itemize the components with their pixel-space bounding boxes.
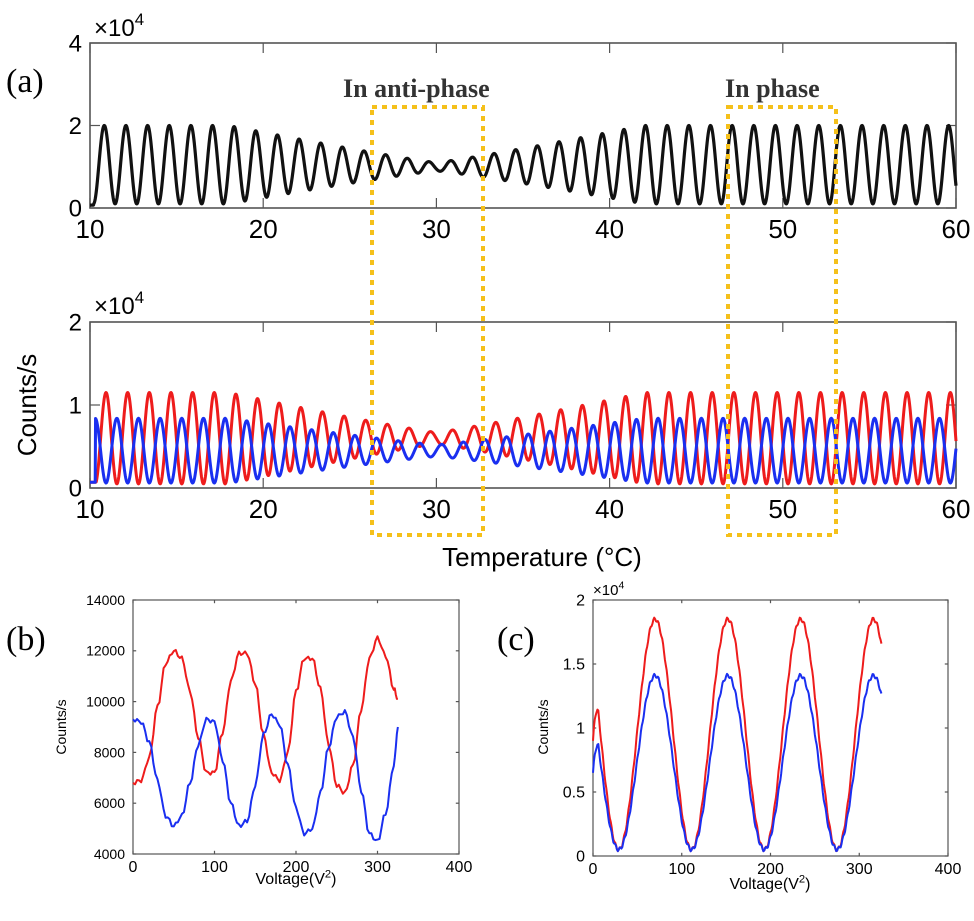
plot-b: 0 100 200 300 400 4000 6000 8000 10000 12000 14000… bbox=[53, 592, 472, 888]
a_bottom-series-red bbox=[88, 391, 958, 486]
a_bottom-xtick-label: 60 bbox=[942, 494, 971, 524]
a_bottom-xtick-label: 20 bbox=[249, 494, 278, 524]
c-xtick-label: 200 bbox=[757, 861, 784, 878]
a_bottom-xtick-label: 50 bbox=[768, 494, 797, 524]
a_top-xtick-label: 30 bbox=[422, 214, 451, 244]
in-phase-label: In phase bbox=[725, 74, 820, 103]
a_bottom-ytick-label: 1 bbox=[69, 392, 82, 419]
in-phase-box bbox=[726, 105, 838, 537]
a_bottom-multiplier: ×104 bbox=[94, 288, 144, 320]
c-ytick-label: 0.5 bbox=[563, 785, 585, 802]
anti-phase-label: In anti-phase bbox=[343, 74, 490, 103]
c-xtick-label: 400 bbox=[935, 861, 962, 878]
c-multiplier-base: ×10 bbox=[593, 582, 618, 599]
c-xtick-label: 300 bbox=[846, 861, 873, 878]
b-xtick-label: 100 bbox=[201, 859, 228, 876]
a_bottom-multiplier-base: ×10 bbox=[94, 293, 135, 320]
a_top-ytick-label: 2 bbox=[69, 113, 82, 140]
b-xtick-label: 200 bbox=[283, 859, 310, 876]
c-xlabel-end: ) bbox=[805, 876, 810, 893]
c-xtick-label: 0 bbox=[589, 861, 598, 878]
b-ytick-label: 6000 bbox=[94, 795, 125, 811]
c-xlabel: Voltage(V2) bbox=[730, 874, 811, 893]
c-series-blue bbox=[592, 672, 883, 853]
a_top-xtick-label: 50 bbox=[768, 214, 797, 244]
b-xtick-label: 400 bbox=[446, 859, 473, 876]
c-xlabel-text: Voltage(V bbox=[730, 876, 800, 893]
panel-label-a: (a) bbox=[6, 63, 44, 100]
c-ytick-label: 2 bbox=[576, 593, 585, 610]
a_top-multiplier: ×104 bbox=[94, 10, 144, 42]
b-xtick-label: 0 bbox=[129, 859, 138, 876]
b-ytick-label: 14000 bbox=[86, 592, 125, 608]
a_top-ytick-label: 0 bbox=[69, 195, 82, 222]
anti-phase-box bbox=[370, 105, 485, 537]
c-ytick-label: 1.5 bbox=[563, 657, 585, 674]
c-xlabel-sup: 2 bbox=[799, 874, 805, 886]
a_bottom-xtick-label: 30 bbox=[422, 494, 451, 524]
a_bottom-frame bbox=[89, 321, 957, 489]
b-xlabel-text: Voltage(V bbox=[256, 871, 326, 888]
a_bottom-multiplier-exponent: 4 bbox=[135, 288, 144, 307]
a_top-series-total bbox=[88, 123, 958, 207]
c-multiplier-exponent: 4 bbox=[618, 579, 624, 591]
c-xtick-label: 100 bbox=[668, 861, 695, 878]
c-series-red bbox=[592, 616, 883, 853]
b-xtick-label: 300 bbox=[364, 859, 391, 876]
a_bottom-xtick-label: 10 bbox=[76, 494, 105, 524]
c-ytick-label: 0 bbox=[576, 849, 585, 866]
c-ytick-label: 1 bbox=[576, 721, 585, 738]
a_bottom-xlabel-text: Temperature (°C) bbox=[442, 542, 642, 572]
b-ytick-label: 4000 bbox=[94, 846, 125, 862]
a_bottom-xtick-label: 40 bbox=[595, 494, 624, 524]
c-multiplier: ×104 bbox=[593, 579, 624, 599]
a_bottom-ytick-label: 2 bbox=[69, 309, 82, 336]
a_top-xtick-label: 40 bbox=[595, 214, 624, 244]
a_bottom-ytick-label: 0 bbox=[69, 475, 82, 502]
c-frame bbox=[592, 599, 949, 857]
c-ylabel: Counts/s bbox=[535, 699, 551, 754]
b-ytick-label: 10000 bbox=[86, 694, 125, 710]
a_bottom-series-blue bbox=[88, 416, 958, 485]
a_bottom-ylabel: Counts/s bbox=[12, 354, 42, 457]
b-xlabel-end: ) bbox=[331, 871, 336, 888]
b-series-red bbox=[132, 635, 399, 795]
b-ytick-label: 8000 bbox=[94, 744, 125, 760]
b-series-blue bbox=[132, 709, 399, 842]
b-ylabel: Counts/s bbox=[53, 699, 69, 754]
a_bottom-xlabel: Temperature (°C) bbox=[442, 542, 642, 572]
a_top-multiplier-base: ×10 bbox=[94, 15, 135, 42]
b-xlabel-sup: 2 bbox=[325, 869, 331, 881]
a_top-xtick-label: 60 bbox=[942, 214, 971, 244]
b-xlabel: Voltage(V2) bbox=[256, 869, 337, 888]
plot-a-bottom: 10 20 30 40 50 60 0 1 2 ×104 Counts/s Temperature (… bbox=[12, 288, 970, 572]
plot-c: 0 100 200 300 400 0 0.5 1 1.5 2 ×104 Counts/s Voltag… bbox=[535, 579, 961, 893]
panel-label-b: (b) bbox=[6, 621, 46, 658]
a_top-multiplier-exponent: 4 bbox=[135, 10, 144, 29]
a_top-xtick-label: 20 bbox=[249, 214, 278, 244]
panel-label-c: (c) bbox=[497, 621, 535, 658]
a_top-ytick-label: 4 bbox=[69, 30, 82, 57]
a_top-xtick-label: 10 bbox=[76, 214, 105, 244]
b-ytick-label: 12000 bbox=[86, 643, 125, 659]
